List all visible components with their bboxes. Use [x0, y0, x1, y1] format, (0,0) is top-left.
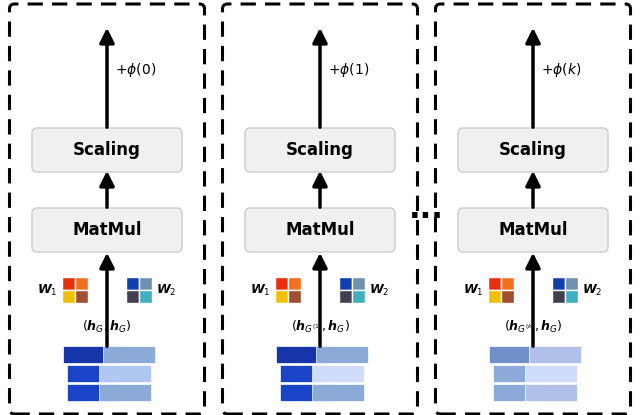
- Bar: [126, 277, 139, 290]
- Text: MatMul: MatMul: [285, 221, 355, 239]
- Bar: [493, 364, 545, 381]
- Text: $\boldsymbol{W}_2$: $\boldsymbol{W}_2$: [156, 283, 177, 298]
- FancyBboxPatch shape: [245, 128, 395, 172]
- Bar: [275, 290, 288, 303]
- Bar: [75, 290, 88, 303]
- Text: ...: ...: [409, 195, 444, 224]
- Text: $\boldsymbol{W}_2$: $\boldsymbol{W}_2$: [582, 283, 602, 298]
- Bar: [139, 290, 152, 303]
- Text: $\boldsymbol{W}_1$: $\boldsymbol{W}_1$: [250, 283, 271, 298]
- Bar: [62, 290, 75, 303]
- Bar: [529, 346, 581, 362]
- Text: $+ \phi(0)$: $+ \phi(0)$: [115, 61, 156, 79]
- Bar: [501, 277, 514, 290]
- Bar: [552, 277, 565, 290]
- Bar: [339, 277, 352, 290]
- Bar: [67, 364, 119, 381]
- FancyBboxPatch shape: [32, 208, 182, 252]
- Bar: [99, 364, 151, 381]
- Bar: [565, 290, 578, 303]
- Bar: [67, 383, 119, 400]
- Bar: [312, 364, 364, 381]
- Bar: [99, 383, 151, 400]
- Text: $\boldsymbol{W}_2$: $\boldsymbol{W}_2$: [369, 283, 390, 298]
- Bar: [489, 346, 541, 362]
- Bar: [352, 277, 365, 290]
- Bar: [525, 364, 577, 381]
- Bar: [339, 290, 352, 303]
- Text: MatMul: MatMul: [72, 221, 141, 239]
- Bar: [493, 383, 545, 400]
- Bar: [565, 277, 578, 290]
- Bar: [288, 277, 301, 290]
- Bar: [552, 290, 565, 303]
- Text: $+ \phi(k)$: $+ \phi(k)$: [541, 61, 581, 79]
- Bar: [63, 346, 115, 362]
- Bar: [275, 277, 288, 290]
- Bar: [312, 383, 364, 400]
- Bar: [352, 290, 365, 303]
- Bar: [62, 277, 75, 290]
- FancyBboxPatch shape: [435, 4, 630, 414]
- Text: $(\boldsymbol{h}_{G},\boldsymbol{h}_{G})$: $(\boldsymbol{h}_{G},\boldsymbol{h}_{G})…: [83, 319, 132, 335]
- Text: $(\boldsymbol{h}_{G^{(k)}},\boldsymbol{h}_{G})$: $(\boldsymbol{h}_{G^{(k)}},\boldsymbol{h…: [504, 319, 563, 335]
- FancyBboxPatch shape: [458, 208, 608, 252]
- Bar: [75, 277, 88, 290]
- Bar: [488, 277, 501, 290]
- Text: $\boldsymbol{W}_1$: $\boldsymbol{W}_1$: [37, 283, 58, 298]
- FancyBboxPatch shape: [223, 4, 417, 414]
- Text: $(\boldsymbol{h}_{G^{(1)}},\boldsymbol{h}_{G})$: $(\boldsymbol{h}_{G^{(1)}},\boldsymbol{h…: [291, 319, 349, 335]
- Bar: [276, 346, 328, 362]
- Bar: [488, 290, 501, 303]
- Bar: [525, 383, 577, 400]
- Text: Scaling: Scaling: [499, 141, 567, 159]
- FancyBboxPatch shape: [32, 128, 182, 172]
- Bar: [280, 364, 332, 381]
- Bar: [139, 277, 152, 290]
- Bar: [501, 290, 514, 303]
- Bar: [126, 290, 139, 303]
- FancyBboxPatch shape: [245, 208, 395, 252]
- Bar: [103, 346, 155, 362]
- Bar: [288, 290, 301, 303]
- Text: Scaling: Scaling: [73, 141, 141, 159]
- FancyBboxPatch shape: [10, 4, 205, 414]
- Text: $+ \phi(1)$: $+ \phi(1)$: [328, 61, 369, 79]
- Bar: [316, 346, 368, 362]
- Text: $\boldsymbol{W}_1$: $\boldsymbol{W}_1$: [463, 283, 484, 298]
- Text: Scaling: Scaling: [286, 141, 354, 159]
- FancyBboxPatch shape: [458, 128, 608, 172]
- Text: MatMul: MatMul: [499, 221, 568, 239]
- Bar: [280, 383, 332, 400]
